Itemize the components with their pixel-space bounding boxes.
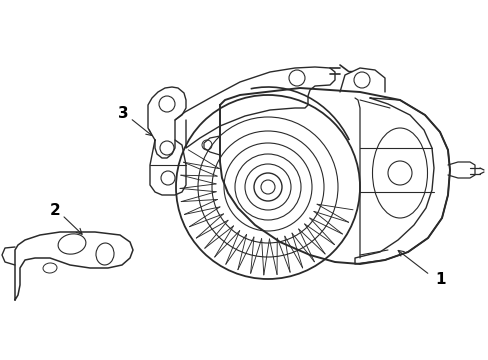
Text: 3: 3 xyxy=(118,105,128,121)
Text: 1: 1 xyxy=(434,273,445,288)
Text: 2: 2 xyxy=(49,202,60,217)
